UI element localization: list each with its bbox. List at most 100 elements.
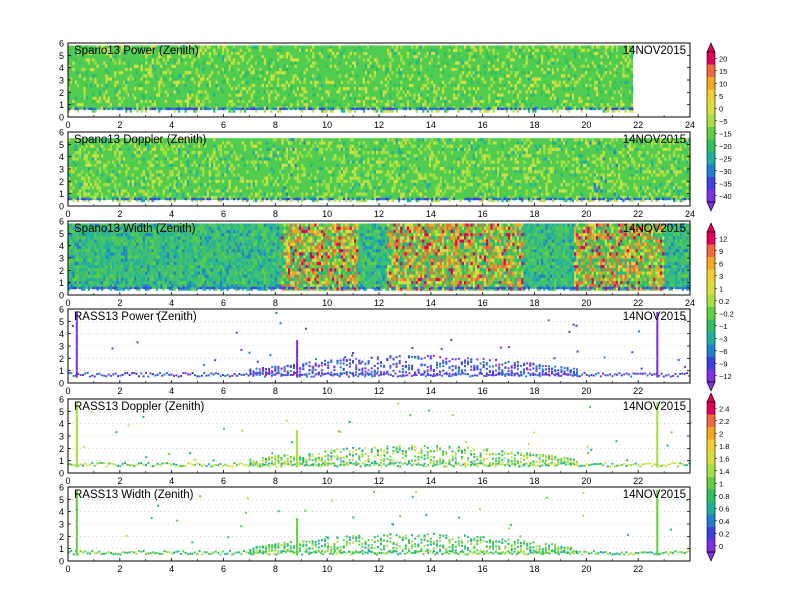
heatmap-cell — [501, 183, 504, 187]
heatmap-cell — [604, 90, 607, 94]
heatmap-cell — [358, 183, 361, 187]
heatmap-cell — [453, 160, 456, 164]
heatmap-cell — [596, 163, 599, 167]
heatmap-cell — [481, 192, 484, 196]
heatmap-edge-cell — [281, 197, 284, 201]
heatmap-cell — [354, 167, 357, 171]
heatmap-edge-cell — [415, 107, 418, 111]
heatmap-cell — [222, 55, 225, 59]
heatmap-cell — [644, 195, 647, 199]
heatmap-cell — [563, 74, 566, 78]
heatmap-cell — [140, 223, 143, 227]
heatmap-cell — [160, 284, 163, 288]
heatmap-cell — [642, 144, 645, 148]
heatmap-cell — [488, 55, 491, 59]
heatmap-cell — [230, 154, 233, 158]
heatmap-cell — [92, 229, 95, 234]
heatmap-cell — [576, 160, 579, 164]
heatmap-cell — [547, 173, 550, 177]
heatmap-cell — [279, 48, 282, 52]
heatmap-cell — [602, 83, 605, 88]
heatmap-cell — [140, 239, 143, 243]
heatmap-cell — [406, 154, 409, 158]
heatmap-cell — [459, 179, 462, 183]
heatmap-cell — [228, 99, 231, 104]
heatmap-cell — [127, 233, 130, 237]
heatmap-cell — [371, 157, 374, 161]
heatmap-cell — [255, 255, 258, 259]
heatmap-cell — [186, 45, 189, 49]
heatmap-cell — [470, 80, 473, 84]
heatmap-cell — [323, 195, 326, 199]
heatmap-cell — [631, 109, 634, 113]
heatmap-cell — [563, 80, 566, 84]
heatmap-cell — [666, 189, 669, 193]
heatmap-cell — [600, 61, 603, 65]
heatmap-cell — [609, 160, 612, 164]
heatmap-cell — [244, 226, 247, 230]
data-cells — [68, 223, 691, 291]
heatmap-cell — [565, 141, 568, 145]
heatmap-edge-cell — [446, 197, 449, 201]
heatmap-cell — [76, 173, 79, 177]
heatmap-cell — [301, 173, 304, 177]
heatmap-cell — [235, 93, 238, 97]
heatmap-cell — [362, 167, 365, 171]
heatmap-cell — [382, 109, 385, 113]
heatmap-cell — [402, 192, 405, 196]
heatmap-cell — [556, 67, 559, 72]
heatmap-cell — [202, 167, 205, 171]
heatmap-cell — [571, 157, 574, 161]
heatmap-cell — [129, 93, 132, 97]
heatmap-cell — [116, 233, 119, 237]
heatmap-edge-cell — [107, 107, 110, 111]
heatmap-cell — [290, 160, 293, 164]
heatmap-cell — [142, 179, 145, 183]
heatmap-cell — [226, 268, 229, 272]
heatmap-edge-cell — [186, 107, 189, 111]
heatmap-cell — [288, 51, 291, 56]
heatmap-cell — [684, 179, 687, 183]
heatmap-cell — [327, 93, 330, 97]
heatmap-edge-cell — [681, 197, 684, 201]
heatmap-cell — [246, 245, 249, 250]
heatmap-cell — [134, 255, 137, 259]
heatmap-cell — [301, 163, 304, 167]
heatmap-cell — [591, 186, 594, 190]
heatmap-cell — [193, 236, 196, 240]
heatmap-cell — [622, 93, 625, 97]
heatmap-cell — [439, 195, 442, 199]
heatmap-cell — [659, 160, 662, 164]
heatmap-cell — [250, 249, 253, 253]
heatmap-cell — [129, 255, 132, 259]
heatmap-cell — [593, 173, 596, 177]
heatmap-cell — [382, 90, 385, 94]
heatmap-cell — [585, 103, 588, 107]
heatmap-cell — [131, 195, 134, 199]
heatmap-cell — [574, 67, 577, 72]
heatmap-cell — [468, 55, 471, 59]
heatmap-cell — [68, 176, 71, 180]
heatmap-cell — [250, 144, 253, 148]
heatmap-cell — [323, 141, 326, 145]
heatmap-cell — [105, 48, 108, 52]
heatmap-cell — [468, 147, 471, 151]
heatmap-cell — [228, 261, 231, 266]
heatmap-cell — [169, 186, 172, 190]
heatmap-cell — [70, 189, 73, 193]
heatmap-cell — [96, 229, 99, 234]
heatmap-cell — [96, 261, 99, 266]
heatmap-cell — [303, 87, 306, 91]
heatmap-cell — [582, 67, 585, 72]
x-tick-label: 20 — [581, 120, 591, 130]
heatmap-edge-cell — [83, 107, 86, 111]
heatmap-edge-cell — [149, 107, 152, 111]
heatmap-cell — [171, 144, 174, 148]
heatmap-cell — [307, 173, 310, 177]
heatmap-edge-cell — [391, 107, 394, 111]
heatmap-cell — [136, 103, 139, 107]
heatmap-cell — [514, 151, 517, 155]
heatmap-cell — [547, 167, 550, 171]
heatmap-cell — [261, 154, 264, 158]
heatmap-cell — [250, 93, 253, 97]
